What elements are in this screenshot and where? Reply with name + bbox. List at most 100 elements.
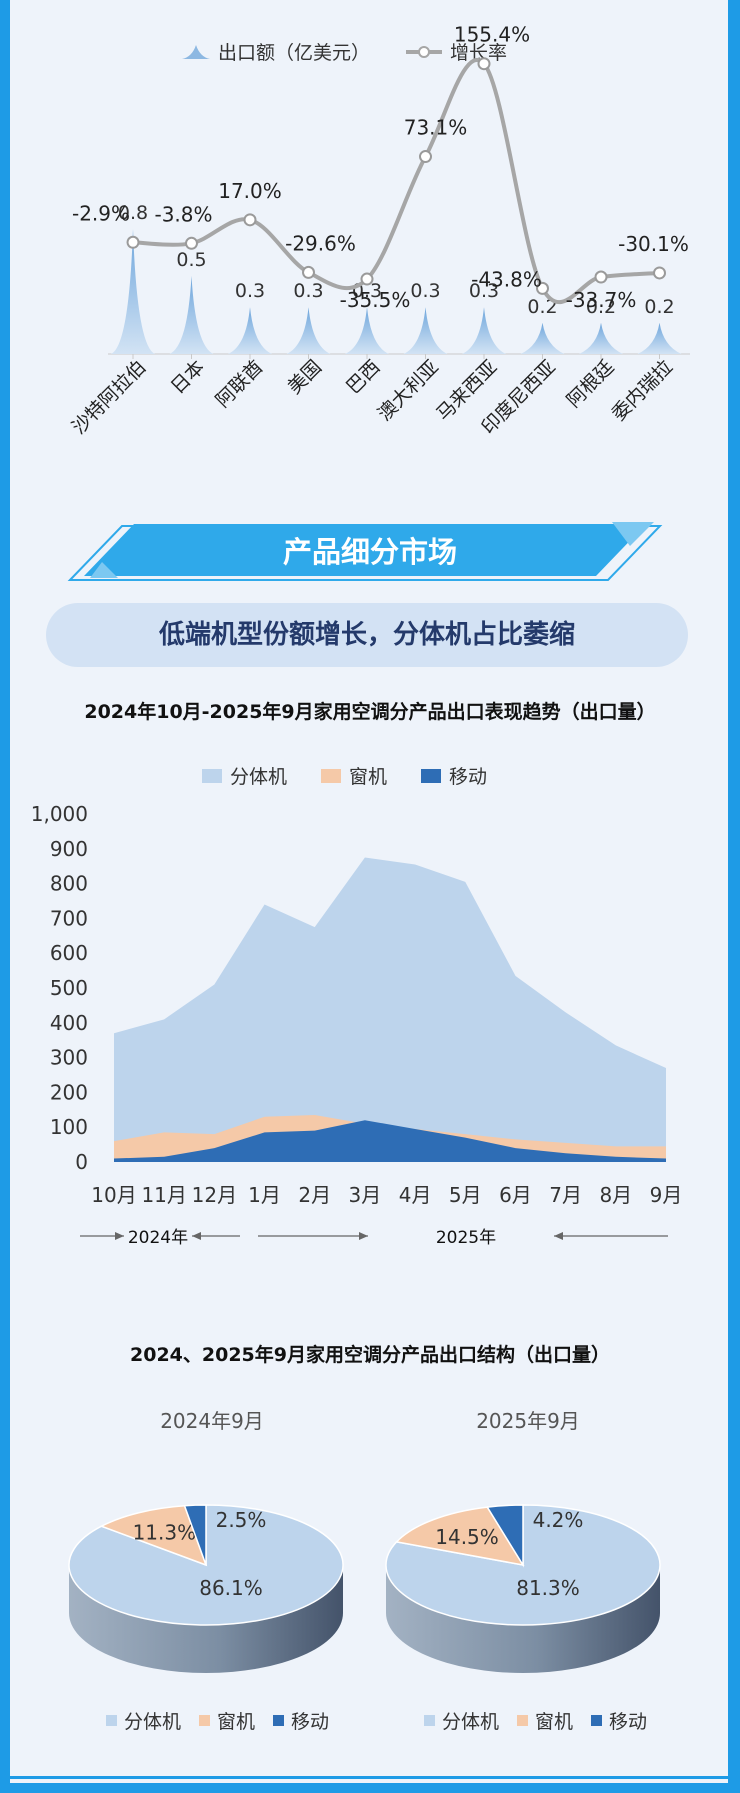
y-tick-label: 800 (50, 872, 88, 896)
country-tick-label: 澳大利亚 (374, 356, 443, 425)
frame-bottom-line (10, 1776, 728, 1779)
export-spike (579, 322, 623, 354)
export-spike (345, 307, 389, 354)
export-value-label: 0.2 (644, 296, 674, 318)
window-swatch (517, 1715, 529, 1726)
pie-slice-split (68, 1504, 344, 1626)
section-banner: 产品细分市场 (67, 522, 663, 581)
export-value-label: 0.3 (469, 280, 499, 302)
split-swatch (202, 768, 222, 783)
pie-legend-label: 窗机 (217, 1711, 256, 1733)
export-value-label: 0.3 (410, 280, 440, 302)
sub-banner-text: 低端机型份额增长，分体机占比萎缩 (158, 620, 575, 650)
y-tick-label: 500 (50, 976, 88, 1000)
growth-marker (477, 57, 491, 71)
y-tick-label: 300 (50, 1046, 88, 1070)
portable-swatch (591, 1715, 603, 1726)
pie-2024-legend: 分体机 窗机 移动 (106, 1707, 347, 1734)
area-chart-heading: 2024年10月-2025年9月家用空调分产品出口表现趋势（出口量） (84, 701, 656, 723)
export-spike (520, 322, 565, 354)
x-tick-label: 5月 (449, 1183, 482, 1207)
legend-export: 出口额（亿美元） (180, 38, 370, 65)
x-tick-label: 2月 (298, 1183, 331, 1207)
year-2024-arrow-right-head (115, 1232, 124, 1240)
portable-swatch (273, 1715, 285, 1726)
country-tick-label: 美国 (284, 356, 326, 398)
export-value-label: 0.2 (527, 296, 557, 318)
growth-marker (185, 236, 198, 250)
pie-legend-label: 移动 (609, 1711, 648, 1733)
y-tick-label: 0 (75, 1150, 88, 1174)
window-swatch (321, 768, 342, 783)
legend-split-label: 分体机 (230, 766, 288, 788)
year-2025-arrow-left-head (554, 1232, 563, 1240)
pie-side (69, 1565, 343, 1673)
pie-2025-legend: 分体机 窗机 移动 (424, 1707, 665, 1734)
country-tick-label: 阿根廷 (563, 356, 619, 412)
y-tick-label: 900 (50, 837, 88, 861)
legend-window-label: 窗机 (349, 766, 388, 788)
growth-marker (653, 266, 666, 280)
export-value-label: 0.2 (586, 296, 616, 318)
top-chart-legend: 出口额（亿美元） 增长率 (180, 38, 541, 65)
portable-swatch (421, 768, 442, 783)
year-2025-label: 2025年 (436, 1228, 496, 1248)
growth-marker (302, 265, 315, 279)
section-banner-title: 产品细分市场 (283, 535, 457, 569)
pie-legend-label: 窗机 (535, 1711, 574, 1733)
pie-value-label: 4.2% (533, 1508, 584, 1532)
legend-portable: 移动 (421, 762, 487, 789)
growth-value-label: 17.0% (218, 179, 282, 203)
sub-banner: 低端机型份额增长，分体机占比萎缩 (46, 603, 688, 667)
export-growth-chart: 0.8沙特阿拉伯0.5日本0.3阿联酋0.3美国0.3巴西0.3澳大利亚0.3马… (68, 23, 690, 439)
y-tick-label: 400 (50, 1011, 88, 1035)
export-spike (286, 307, 331, 354)
year-2025-arrow-right-head (359, 1232, 368, 1240)
growth-marker (536, 281, 549, 295)
country-tick-label: 阿联酋 (212, 356, 268, 412)
country-tick-label: 委内瑞拉 (608, 356, 677, 425)
pie-legend-label: 分体机 (442, 1711, 500, 1733)
growth-marker (360, 272, 374, 286)
growth-line (132, 58, 660, 305)
growth-value-label: -35.5% (340, 288, 411, 312)
year-2024-arrow-left-head (192, 1232, 201, 1240)
area-portable (114, 1120, 666, 1162)
growth-value-label: -30.1% (618, 232, 689, 256)
export-spike (637, 322, 682, 354)
x-tick-label: 1月 (248, 1183, 281, 1207)
x-tick-label: 7月 (549, 1183, 582, 1207)
x-tick-label: 10月 (91, 1183, 136, 1207)
y-tick-label: 600 (50, 941, 88, 965)
export-value-label: 0.8 (118, 202, 148, 224)
pie-slice-portable (486, 1504, 524, 1568)
growth-marker (594, 270, 608, 284)
growth-value-label: -43.8% (471, 267, 542, 291)
split-swatch (106, 1715, 117, 1726)
country-tick-label: 巴西 (342, 356, 384, 398)
pie-slice-portable (183, 1504, 207, 1566)
spike-icon (182, 44, 210, 59)
pie-slice-window (395, 1506, 525, 1567)
growth-marker (126, 235, 140, 249)
pie-legend-label: 分体机 (124, 1711, 182, 1733)
legend-split: 分体机 (202, 762, 287, 789)
frame-left-border (0, 0, 10, 1793)
legend-portable-label: 移动 (449, 766, 488, 788)
line-marker-icon (406, 45, 443, 58)
y-tick-label: 100 (50, 1115, 88, 1139)
x-tick-label: 12月 (192, 1183, 237, 1207)
growth-value-label: 73.1% (404, 116, 468, 140)
pie-value-label: 2.5% (216, 1508, 267, 1532)
area-split (114, 857, 666, 1162)
growth-marker (419, 150, 432, 164)
x-tick-label: 11月 (141, 1183, 186, 1207)
pie-charts: 86.1% 11.3% 2.5% 81.3% 14.5% 4.2% (68, 1504, 661, 1673)
growth-marker (243, 213, 257, 227)
growth-value-label: -33.7% (566, 288, 637, 312)
export-value-label: 0.3 (293, 280, 323, 302)
pie-value-label: 14.5% (435, 1525, 499, 1549)
country-tick-label: 日本 (167, 356, 209, 398)
